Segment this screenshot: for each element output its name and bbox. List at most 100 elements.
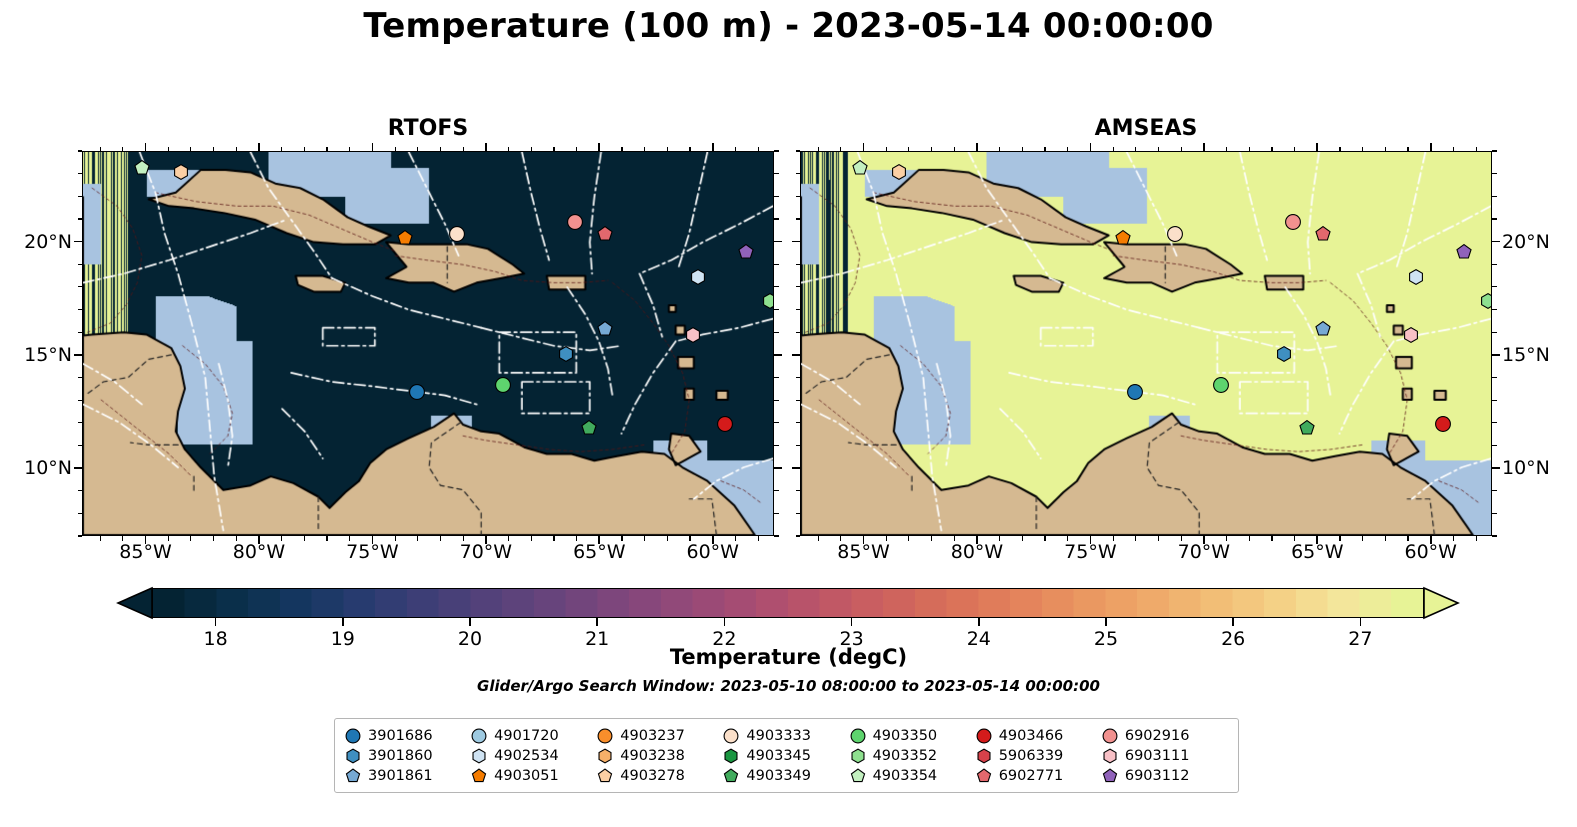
colorbar-tick	[469, 618, 471, 626]
legend-item-label: 4903278	[620, 768, 685, 784]
float-marker-4903278[interactable]	[172, 164, 189, 181]
colorbar-title: Temperature (degC)	[669, 645, 908, 669]
axis-tick	[795, 150, 800, 152]
axis-tick	[795, 286, 800, 288]
float-marker-4903051[interactable]	[397, 229, 414, 247]
legend-item[interactable]: 3901860	[345, 746, 471, 766]
legend-item[interactable]: 3901861	[345, 766, 471, 786]
float-marker-4903352[interactable]	[762, 293, 773, 310]
float-marker-4903466[interactable]	[717, 415, 734, 432]
float-marker-4902534[interactable]	[1407, 268, 1424, 285]
legend-item[interactable]: 4903466	[976, 726, 1102, 746]
legend-item[interactable]: 6902916	[1102, 726, 1228, 746]
float-marker-3901686[interactable]	[408, 384, 425, 401]
y-tick-label: 10°N	[24, 457, 72, 480]
float-marker-4902534[interactable]	[689, 268, 706, 285]
float-marker-3901861[interactable]	[1314, 320, 1331, 337]
float-marker-4903350[interactable]	[494, 377, 511, 394]
map-amseas[interactable]	[800, 151, 1492, 536]
axis-tick	[507, 536, 510, 541]
float-marker-6903112[interactable]	[1455, 243, 1472, 260]
float-marker-4903333[interactable]	[449, 225, 466, 242]
legend-item[interactable]: 4903237	[597, 726, 723, 746]
legend-item[interactable]: 4903333	[723, 726, 849, 746]
float-marker-6903111[interactable]	[1403, 327, 1420, 344]
axis-tick	[1492, 173, 1497, 175]
x-tick-label: 80°W	[950, 541, 1004, 563]
axis-tick	[734, 146, 737, 151]
panel-rtofs[interactable]: RTOFS 85°W 80°W 75°W 70°W 65°W 60°W 10°N 15°N 20°…	[24, 116, 782, 563]
legend-item[interactable]: 6903112	[1102, 766, 1228, 786]
legend[interactable]: 3901686 4901720 4903237 4903333 4903350 49034…	[334, 718, 1239, 793]
y-tick-label: 20°N	[1502, 230, 1550, 253]
axis-tick	[774, 512, 779, 514]
colorbar-tick-label: 22	[712, 628, 737, 650]
panel-amseas[interactable]: AMSEAS 85°W 80°W 75°W 70°W 65°W 60°W 10°N 15°N 20…	[792, 116, 1550, 563]
legend-item[interactable]: 4903238	[597, 746, 723, 766]
legend-item[interactable]: 4903349	[723, 766, 849, 786]
axis-tick	[77, 399, 82, 401]
legend-item-label: 4903237	[620, 728, 685, 744]
float-marker-6903112[interactable]	[737, 243, 754, 260]
float-marker-3901861[interactable]	[596, 320, 613, 337]
float-marker-4903349[interactable]	[1298, 420, 1315, 437]
colorbar-tick	[850, 618, 853, 626]
float-marker-4903350[interactable]	[1212, 377, 1229, 394]
axis-tick	[74, 240, 82, 243]
float-marker-6903111[interactable]	[685, 327, 702, 344]
colorbar-tick	[1359, 618, 1362, 626]
float-marker-4903278[interactable]	[890, 164, 907, 181]
legend-item[interactable]: 3901686	[345, 726, 471, 746]
float-marker-4903466[interactable]	[1435, 415, 1452, 432]
float-marker-3901686[interactable]	[1126, 384, 1143, 401]
colorbar-tick-label: 19	[330, 628, 355, 650]
float-marker-4903349[interactable]	[580, 420, 597, 437]
float-marker-6902916[interactable]	[567, 214, 584, 231]
axis-tick	[666, 146, 668, 151]
axis-tick	[462, 146, 464, 151]
legend-pentagon-icon	[1102, 768, 1118, 784]
legend-circle-icon	[597, 728, 613, 744]
y-tick-label: 15°N	[1502, 343, 1550, 366]
legend-item[interactable]: 5906339	[976, 746, 1102, 766]
axis-tick	[77, 195, 82, 197]
axis-tick	[281, 536, 283, 541]
float-marker-4903333[interactable]	[1167, 225, 1184, 242]
legend-item[interactable]: 6902771	[976, 766, 1102, 786]
float-marker-4903051[interactable]	[1115, 229, 1132, 247]
legend-item[interactable]: 4903350	[850, 726, 976, 746]
axis-tick	[976, 536, 978, 544]
legend-item[interactable]: 4903352	[850, 746, 976, 766]
legend-item[interactable]: 4903354	[850, 766, 976, 786]
axis-tick	[774, 422, 779, 424]
axis-tick	[774, 286, 779, 288]
legend-item-label: 4902534	[494, 748, 559, 764]
legend-item[interactable]: 4903051	[471, 766, 597, 786]
axis-tick	[1362, 536, 1364, 541]
legend-item[interactable]: 4903345	[723, 746, 849, 766]
float-marker-3901860[interactable]	[558, 345, 575, 362]
float-marker-3901860[interactable]	[1276, 345, 1293, 362]
colorbar-min-arrow	[116, 586, 153, 620]
float-marker-4903354[interactable]	[133, 159, 150, 176]
legend-hexagon-icon	[976, 748, 992, 764]
float-marker-6902771[interactable]	[1314, 225, 1331, 242]
legend-circle-icon	[976, 728, 992, 744]
float-marker-6902916[interactable]	[1285, 214, 1302, 231]
axis-tick	[1225, 146, 1228, 151]
axis-tick	[795, 444, 800, 446]
legend-item[interactable]: 4902534	[471, 746, 597, 766]
map-rtofs[interactable]	[82, 151, 774, 536]
axis-tick	[795, 195, 800, 197]
legend-item-label: 4903354	[872, 768, 938, 784]
legend-item[interactable]: 6903111	[1102, 746, 1228, 766]
float-marker-4903352[interactable]	[1480, 293, 1491, 310]
page-title: Temperature (100 m) - 2023-05-14 00:00:0…	[363, 6, 1214, 46]
float-marker-4903354[interactable]	[851, 159, 868, 176]
axis-tick	[795, 331, 800, 333]
legend-item[interactable]: 4901720	[471, 726, 597, 746]
colorbar-tick	[978, 618, 980, 626]
float-marker-6902771[interactable]	[596, 225, 613, 242]
legend-item[interactable]: 4903278	[597, 766, 723, 786]
axis-tick	[792, 354, 800, 356]
